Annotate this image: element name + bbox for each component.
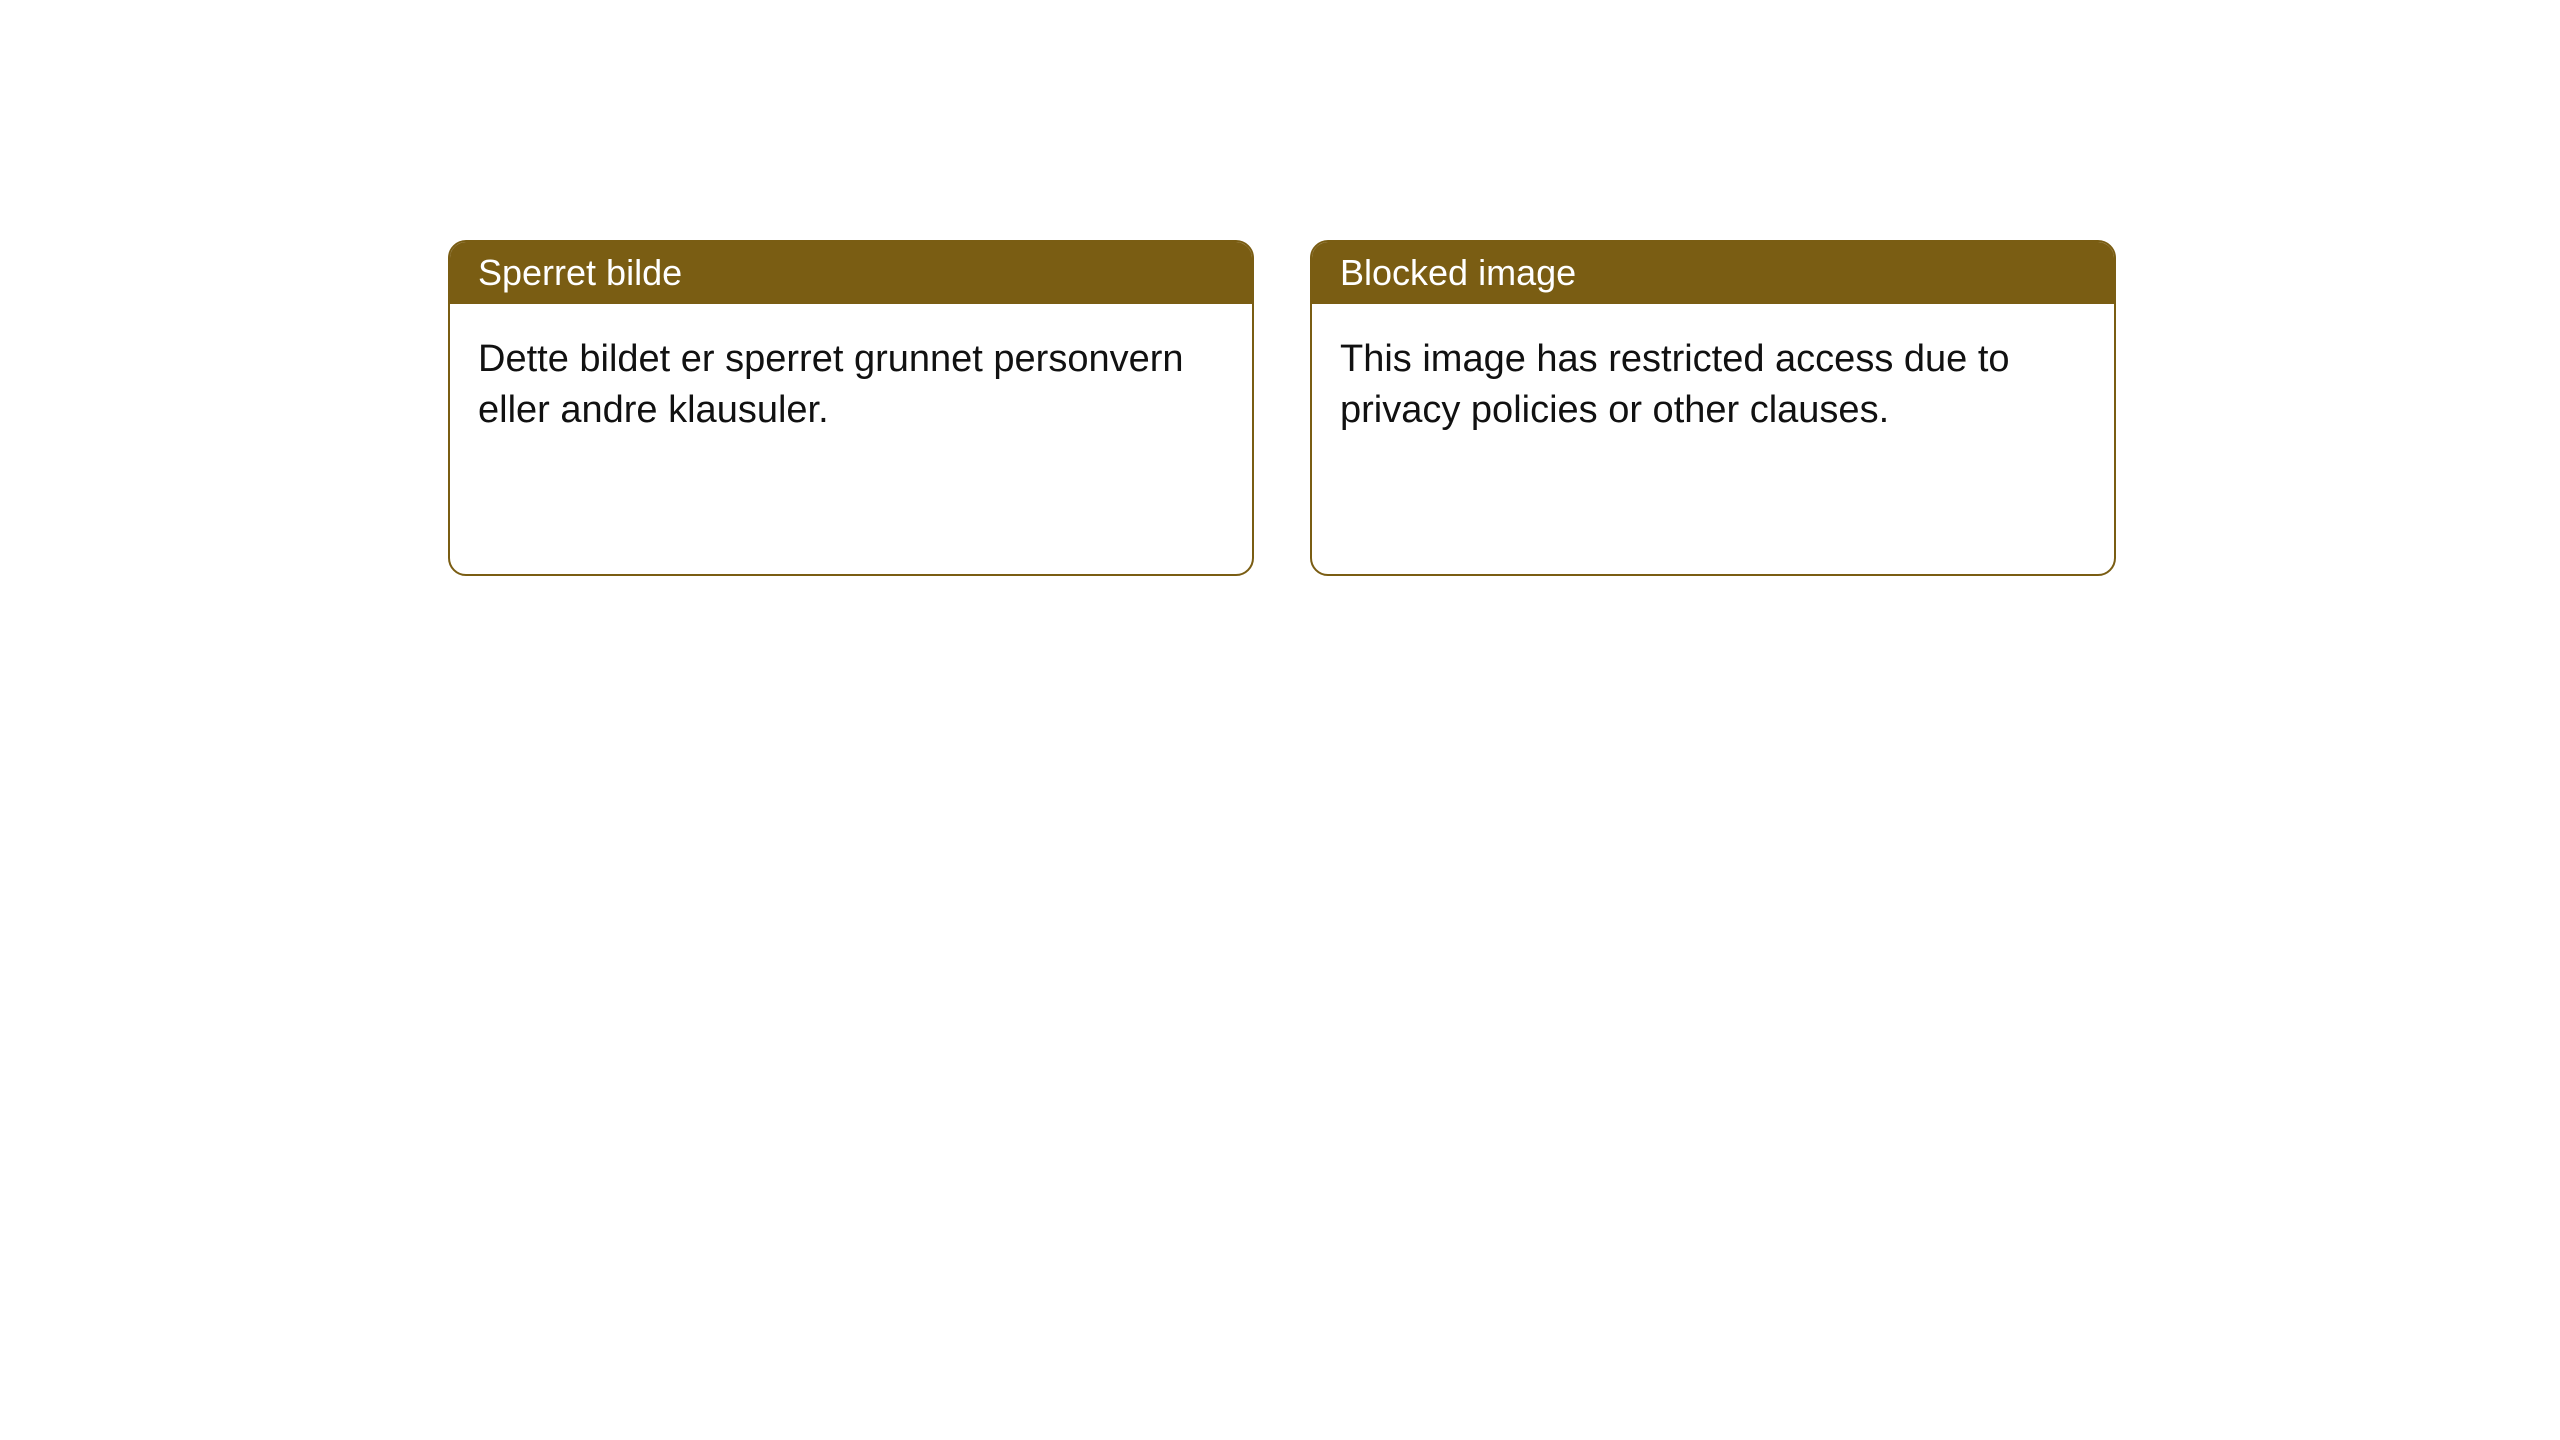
notice-header-norwegian: Sperret bilde [450,242,1252,304]
notice-header-text: Sperret bilde [478,252,682,293]
notice-body-text: This image has restricted access due to … [1340,338,2010,431]
notice-body-english: This image has restricted access due to … [1312,304,2114,574]
notice-card-norwegian: Sperret bilde Dette bildet er sperret gr… [448,240,1254,576]
notice-container: Sperret bilde Dette bildet er sperret gr… [0,0,2560,576]
notice-body-norwegian: Dette bildet er sperret grunnet personve… [450,304,1252,574]
notice-header-english: Blocked image [1312,242,2114,304]
notice-header-text: Blocked image [1340,252,1576,293]
notice-body-text: Dette bildet er sperret grunnet personve… [478,338,1184,431]
notice-card-english: Blocked image This image has restricted … [1310,240,2116,576]
